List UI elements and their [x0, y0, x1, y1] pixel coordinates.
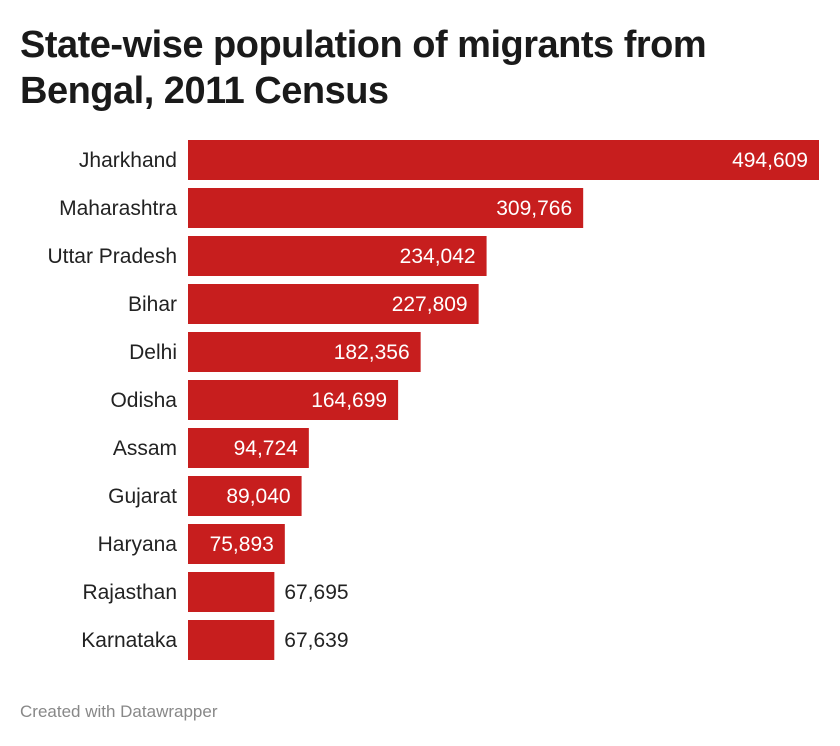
- chart-title: State-wise population of migrants from B…: [20, 24, 707, 112]
- value-label: 94,724: [234, 437, 299, 460]
- bar: [188, 236, 487, 276]
- bar: [188, 188, 584, 228]
- bar: [188, 428, 309, 468]
- category-label: Uttar Pradesh: [47, 245, 177, 268]
- bar: [188, 476, 302, 516]
- bar: [188, 332, 421, 372]
- value-label: 494,609: [732, 149, 808, 172]
- category-label: Assam: [113, 437, 177, 460]
- value-label: 234,042: [400, 245, 476, 268]
- bar: [188, 284, 479, 324]
- value-label: 182,356: [334, 341, 410, 364]
- bar: [188, 140, 819, 180]
- value-label: 67,639: [284, 629, 348, 652]
- value-label: 227,809: [392, 293, 468, 316]
- value-label: 75,893: [210, 533, 274, 556]
- value-label: 89,040: [226, 485, 290, 508]
- footer-credit: Created with Datawrapper: [20, 702, 218, 721]
- value-label: 309,766: [496, 197, 572, 220]
- category-label: Haryana: [98, 533, 178, 556]
- category-label: Bihar: [128, 293, 177, 316]
- category-label: Delhi: [129, 341, 177, 364]
- category-label: Maharashtra: [59, 197, 177, 220]
- category-label: Gujarat: [108, 485, 177, 508]
- category-label: Karnataka: [81, 629, 177, 652]
- value-label: 164,699: [311, 389, 387, 412]
- category-label: Jharkhand: [79, 149, 177, 172]
- bar: [188, 380, 399, 420]
- category-label: Odisha: [110, 389, 177, 412]
- bar: [188, 572, 275, 612]
- bar: [188, 620, 275, 660]
- bar: [188, 524, 285, 564]
- category-label: Rajasthan: [82, 581, 177, 604]
- value-label: 67,695: [284, 581, 348, 604]
